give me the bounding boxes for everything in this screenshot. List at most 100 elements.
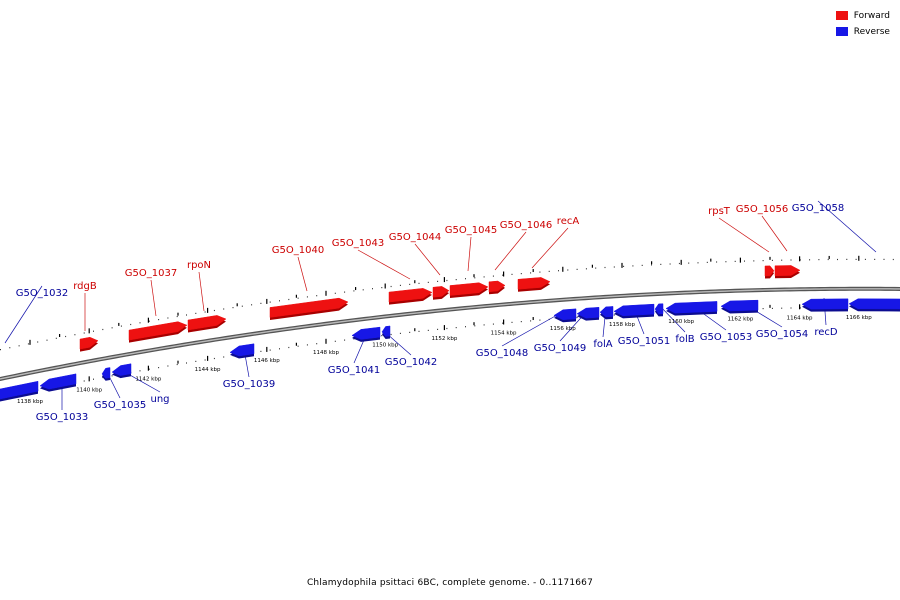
- gene-label-rpst[interactable]: rpsT: [708, 206, 731, 217]
- gene-label-g5o_1040[interactable]: G5O_1040: [272, 245, 324, 256]
- forward-dot: [251, 304, 253, 306]
- gene-label-rdgb[interactable]: rdgB: [73, 281, 97, 292]
- gene-label-g5o_1046[interactable]: G5O_1046: [500, 220, 552, 231]
- gene-arrows: [0, 265, 900, 402]
- gene-arrow-g5o_1045[interactable]: [449, 282, 489, 296]
- reverse-dot: [316, 343, 318, 345]
- forward-dot: [483, 276, 485, 278]
- reverse-dot: [455, 327, 457, 329]
- forward-dot: [799, 259, 801, 261]
- gene-label-g5o_1056[interactable]: G5O_1056: [736, 204, 788, 215]
- gene-label-folb[interactable]: folB: [675, 334, 694, 345]
- gene-arrow-g5o_1042[interactable]: [381, 325, 391, 337]
- gene-label-g5o_1053[interactable]: G5O_1053: [700, 332, 752, 343]
- gene-arrow-fola[interactable]: [599, 306, 614, 318]
- leader-rpst: [718, 217, 770, 253]
- gene-arrow-g5o_1046[interactable]: [488, 280, 506, 293]
- forward-dot: [148, 320, 150, 322]
- gene-label-g5o_1042[interactable]: G5O_1042: [385, 357, 437, 368]
- scale-label: 1146 kbp: [254, 358, 280, 364]
- gene-arrow-g5o_1040[interactable]: [269, 297, 349, 318]
- gene-label-g5o_1054[interactable]: G5O_1054: [756, 329, 808, 340]
- forward-dot: [297, 297, 299, 299]
- scale-label: 1156 kbp: [550, 326, 576, 332]
- forward-dot: [762, 260, 764, 262]
- gene-label-reca[interactable]: recA: [557, 216, 580, 227]
- gene-arrow-rpst[interactable]: [764, 265, 775, 277]
- gene-arrow-g5o_1037[interactable]: [128, 321, 188, 341]
- gene-label-g5o_1051[interactable]: G5O_1051: [618, 336, 670, 347]
- gene-label-g5o_1041[interactable]: G5O_1041: [328, 365, 380, 376]
- gene-arrow-g5o_1053[interactable]: [665, 301, 718, 314]
- forward-dot: [892, 258, 894, 261]
- gene-arrow-g5o_1058[interactable]: [801, 298, 849, 310]
- reverse-dot: [334, 340, 336, 342]
- scale-label: 1164 kbp: [787, 315, 813, 321]
- forward-dot: [809, 259, 811, 261]
- gene-label-g5o_1037[interactable]: G5O_1037: [125, 268, 177, 279]
- reverse-dot: [799, 307, 801, 309]
- gene-label-g5o_1039[interactable]: G5O_1039: [223, 379, 275, 390]
- leader-reca: [531, 227, 569, 269]
- scale-label: 1166 kbp: [846, 315, 872, 321]
- reverse-dot: [204, 359, 206, 361]
- forward-dot: [846, 258, 848, 260]
- forward-dot: [353, 290, 355, 292]
- gene-arrow-g5o_1049[interactable]: [576, 307, 600, 319]
- forward-dot: [502, 274, 504, 276]
- gene-arrow-folb[interactable]: [654, 303, 664, 315]
- forward-dot: [0, 349, 1, 351]
- reverse-dot: [771, 307, 773, 309]
- forward-dot: [697, 262, 699, 264]
- gene-label-recd[interactable]: recD: [814, 327, 838, 338]
- gene-arrow-g5o_1054[interactable]: [720, 299, 759, 312]
- forward-dot: [688, 262, 690, 264]
- gene-arrow-ung[interactable]: [111, 363, 132, 376]
- forward-dot: [37, 341, 39, 343]
- reverse-dot: [502, 322, 504, 324]
- reverse-dot: [399, 332, 401, 334]
- leader-g5o_1045: [467, 236, 472, 272]
- gene-arrow-g5o_1035[interactable]: [101, 367, 111, 379]
- gene-arrow-rpon[interactable]: [187, 315, 227, 331]
- gene-label-g5o_1049[interactable]: G5O_1049: [534, 343, 586, 354]
- gene-label-rpon[interactable]: rpoN: [187, 260, 211, 271]
- gene-arrow-g5o_1044[interactable]: [432, 286, 450, 298]
- gene-arrow-reca[interactable]: [517, 277, 551, 290]
- forward-dot: [18, 345, 20, 347]
- gene-label-g5o_1058[interactable]: G5O_1058: [792, 203, 844, 214]
- leader-rpon: [198, 271, 205, 312]
- reverse-dot: [279, 348, 280, 350]
- gene-label-g5o_1033[interactable]: G5O_1033: [36, 412, 88, 423]
- reverse-dot: [93, 378, 94, 380]
- forward-dot: [139, 322, 141, 324]
- forward-dot: [158, 319, 160, 321]
- gene-arrow-recd[interactable]: [848, 298, 900, 310]
- gene-arrow-rdgb[interactable]: [79, 336, 99, 350]
- gene-arrow-g5o_1032[interactable]: [0, 380, 39, 400]
- gene-arrow-g5o_1041[interactable]: [351, 326, 381, 340]
- gene-arrow-g5o_1033[interactable]: [39, 373, 77, 390]
- gene-label-g5o_1045[interactable]: G5O_1045: [445, 225, 497, 236]
- gene-label-g5o_1044[interactable]: G5O_1044: [389, 232, 441, 243]
- gene-arrow-g5o_1048[interactable]: [553, 308, 577, 321]
- gene-arrow-g5o_1051[interactable]: [613, 303, 655, 317]
- gene-label-g5o_1032[interactable]: G5O_1032: [16, 288, 68, 299]
- forward-dot: [186, 314, 187, 316]
- gene-label-ung[interactable]: ung: [150, 394, 169, 405]
- gene-label-g5o_1035[interactable]: G5O_1035: [94, 400, 146, 411]
- gene-label-fola[interactable]: folA: [593, 339, 612, 350]
- leader-folb: [658, 304, 686, 333]
- gene-label-g5o_1048[interactable]: G5O_1048: [476, 348, 528, 359]
- forward-dot: [120, 325, 122, 327]
- gene-arrow-g5o_1043[interactable]: [388, 288, 433, 303]
- forward-dot: [213, 309, 215, 312]
- reverse-dot: [381, 335, 383, 337]
- gene-arrow-g5o_1056[interactable]: [774, 265, 801, 277]
- gene-label-g5o_1043[interactable]: G5O_1043: [332, 238, 384, 249]
- forward-dot: [204, 311, 206, 313]
- forward-dot: [316, 295, 318, 297]
- gene-arrow-g5o_1039[interactable]: [229, 343, 255, 357]
- reverse-dot: [223, 356, 225, 358]
- forward-dot: [372, 288, 373, 290]
